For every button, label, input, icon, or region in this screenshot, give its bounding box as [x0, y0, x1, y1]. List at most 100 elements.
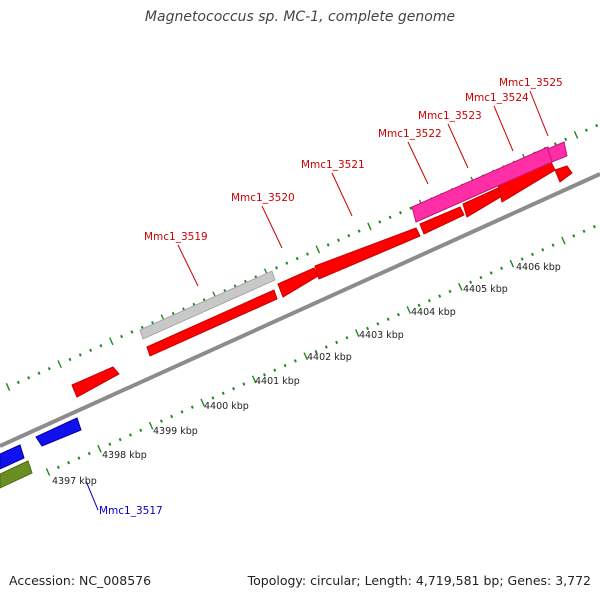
- scale-label: 4404 kbp: [411, 307, 456, 318]
- minor-tick: [87, 451, 91, 456]
- gene-label[interactable]: Mmc1_3524: [465, 92, 529, 104]
- minor-tick: [314, 349, 318, 354]
- genome-stats-text: Topology: circular; Length: 4,719,581 bp…: [247, 573, 591, 588]
- gene-leader-line: [331, 172, 353, 217]
- major-tick: [97, 444, 102, 453]
- minor-tick: [324, 345, 328, 349]
- major-tick: [109, 337, 114, 346]
- feature-cds-minus[interactable]: [35, 417, 82, 447]
- minor-tick: [151, 321, 155, 325]
- minor-tick: [347, 233, 351, 238]
- gene-leader-line: [85, 480, 99, 511]
- scale-label: 4403 kbp: [359, 330, 404, 341]
- gene-label[interactable]: Mmc1_3520: [231, 192, 295, 204]
- minor-tick: [159, 419, 163, 423]
- minor-tick: [564, 137, 568, 142]
- minor-tick: [118, 437, 122, 442]
- scale-label: 4406 kbp: [516, 262, 561, 273]
- minor-tick: [139, 428, 143, 433]
- minor-tick: [427, 299, 431, 303]
- gene-label[interactable]: Mmc1_3523: [418, 110, 482, 122]
- minor-tick: [489, 271, 493, 275]
- gene-label[interactable]: Mmc1_3517: [99, 505, 163, 517]
- minor-tick: [128, 433, 132, 437]
- minor-tick: [417, 303, 421, 308]
- minor-tick: [130, 330, 134, 334]
- minor-tick: [345, 336, 349, 340]
- minor-tick: [293, 359, 297, 363]
- scale-label: 4397 kbp: [52, 476, 97, 487]
- feature-rna[interactable]: [547, 141, 568, 163]
- minor-tick: [77, 456, 81, 460]
- minor-tick: [551, 243, 555, 247]
- minor-tick: [27, 376, 31, 380]
- scale-label: 4405 kbp: [463, 284, 508, 295]
- minor-tick: [37, 371, 41, 375]
- feature-cds[interactable]: [314, 227, 421, 280]
- feature-cds-minus[interactable]: [0, 444, 25, 470]
- minor-tick: [140, 325, 144, 330]
- major-tick: [406, 306, 412, 314]
- minor-tick: [283, 363, 287, 368]
- gene-label[interactable]: Mmc1_3521: [301, 159, 365, 171]
- minor-tick: [376, 322, 380, 326]
- minor-tick: [285, 261, 289, 265]
- feature-cds[interactable]: [554, 165, 573, 183]
- minor-tick: [438, 294, 442, 298]
- minor-tick: [388, 215, 392, 219]
- feature-other[interactable]: [0, 460, 33, 489]
- minor-tick: [553, 142, 557, 146]
- minor-tick: [242, 382, 246, 386]
- major-tick: [561, 236, 566, 245]
- minor-tick: [275, 266, 278, 270]
- scale-label: 4398 kbp: [102, 450, 147, 461]
- minor-tick: [295, 256, 299, 261]
- minor-tick: [67, 461, 71, 465]
- gene-label[interactable]: Mmc1_3525: [499, 77, 563, 89]
- minor-tick: [108, 442, 112, 446]
- gene-leader-line: [407, 141, 429, 185]
- minor-tick: [16, 380, 20, 385]
- feature-cds[interactable]: [71, 366, 120, 398]
- minor-tick: [262, 373, 266, 377]
- minor-tick: [398, 211, 402, 215]
- minor-tick: [211, 396, 215, 400]
- map-title: Magnetococcus sp. MC-1, complete genome: [144, 9, 456, 25]
- feature-cds[interactable]: [419, 206, 465, 235]
- feature-cds[interactable]: [146, 289, 278, 357]
- minor-tick: [396, 312, 400, 317]
- minor-tick: [357, 229, 361, 233]
- minor-tick: [386, 317, 390, 321]
- minor-tick: [47, 366, 51, 371]
- minor-tick: [221, 391, 225, 395]
- minor-tick: [335, 340, 339, 345]
- minor-tick: [378, 220, 382, 224]
- minor-tick: [336, 238, 340, 242]
- minor-tick: [232, 386, 236, 391]
- gene-label[interactable]: Mmc1_3519: [144, 231, 208, 243]
- minor-tick: [469, 280, 473, 284]
- major-tick: [200, 398, 205, 407]
- minor-tick: [170, 414, 174, 419]
- gene-label[interactable]: Mmc1_3522: [378, 128, 442, 140]
- feature-cds[interactable]: [277, 267, 319, 298]
- major-tick: [315, 245, 321, 254]
- scale-label: 4402 kbp: [307, 352, 352, 363]
- feature-gray[interactable]: [139, 270, 276, 340]
- gene-leader-line: [493, 105, 514, 152]
- major-tick: [573, 130, 579, 139]
- minor-tick: [99, 344, 103, 348]
- minor-tick: [448, 289, 452, 294]
- minor-tick: [366, 326, 370, 331]
- minor-tick: [584, 128, 588, 132]
- minor-tick: [409, 206, 413, 210]
- feature-track[interactable]: [0, 141, 573, 489]
- major-tick: [5, 383, 11, 391]
- inner-tick-ring: [45, 224, 596, 476]
- minor-tick: [572, 234, 576, 238]
- major-tick: [458, 282, 463, 291]
- major-tick: [367, 222, 372, 231]
- major-tick: [509, 259, 515, 268]
- major-tick: [251, 375, 257, 384]
